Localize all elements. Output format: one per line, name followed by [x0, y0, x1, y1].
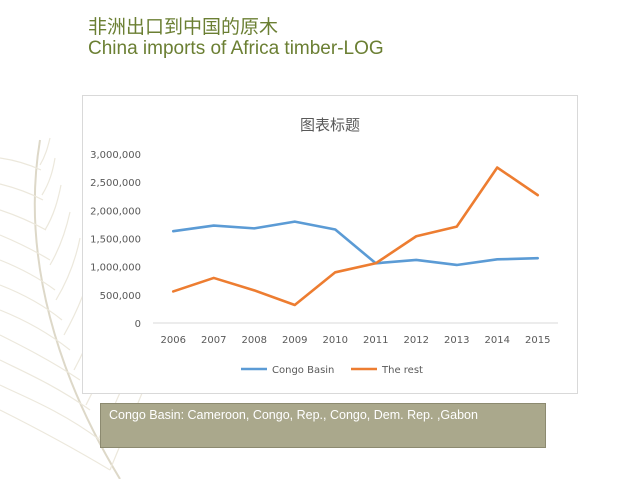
legend-label: The rest: [381, 365, 423, 376]
y-tick-label: 3,000,000: [90, 150, 141, 161]
x-tick-label: 2015: [525, 335, 550, 346]
page-title-zh: 非洲出口到中国的原木: [88, 16, 279, 38]
x-tick-label: 2008: [242, 335, 267, 346]
y-tick-label: 1,500,000: [90, 235, 141, 246]
x-tick-label: 2012: [404, 335, 429, 346]
page-title-en: China imports of Africa timber-LOG: [88, 38, 384, 59]
x-tick-label: 2006: [161, 335, 186, 346]
series-line-congo-basin: [171, 220, 540, 267]
chart-canvas: 图表标题 0 500,000 1,000,000 1,500,000 2,000,000…: [90, 116, 558, 376]
x-tick-label: 2007: [201, 335, 226, 346]
congo-basin-note: Congo Basin: Cameroon, Congo, Rep., Cong…: [100, 403, 546, 448]
y-tick-label: 2,000,000: [90, 206, 141, 217]
series-line-the-rest: [171, 166, 540, 307]
x-tick-label: 2010: [323, 335, 348, 346]
legend-label: Congo Basin: [272, 365, 334, 376]
x-tick-label: 2014: [485, 335, 510, 346]
y-tick-label: 0: [135, 319, 141, 330]
x-tick-label: 2013: [444, 335, 469, 346]
chart-title: 图表标题: [300, 116, 360, 134]
y-tick-label: 1,000,000: [90, 263, 141, 274]
y-tick-label: 2,500,000: [90, 178, 141, 189]
x-tick-label: 2011: [363, 335, 388, 346]
x-tick-label: 2009: [282, 335, 307, 346]
y-tick-label: 500,000: [100, 291, 141, 302]
line-chart: 图表标题 0 500,000 1,000,000 1,500,000 2,000,000…: [82, 95, 578, 394]
